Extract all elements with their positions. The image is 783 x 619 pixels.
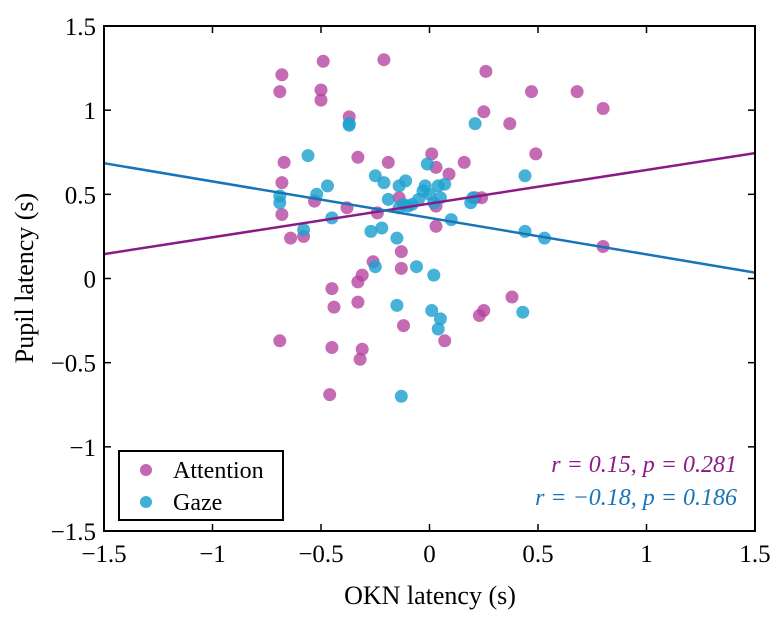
- attention-point-50: [355, 342, 369, 356]
- gaze-point-40: [427, 268, 441, 282]
- attention-point-51: [353, 352, 367, 366]
- gaze-point-8: [321, 179, 334, 193]
- attention-point-10: [525, 85, 538, 99]
- attention-fit-line: [103, 151, 756, 256]
- attention-stat-annotation: r = 0.15, p = 0.281: [551, 452, 737, 478]
- y-tick-label-6: 1: [84, 98, 97, 125]
- attention-point-52: [323, 388, 337, 402]
- x-tick-label-4: 0: [423, 541, 436, 568]
- attention-point-40: [325, 282, 339, 296]
- gaze-point-13: [399, 174, 413, 188]
- gaze-point-10: [377, 176, 391, 190]
- x-tick-label-7: 1.5: [739, 541, 770, 568]
- gaze-point-31: [375, 221, 389, 235]
- gaze-point-39: [410, 260, 423, 274]
- attention-point-41: [327, 300, 341, 314]
- gaze-point-41: [390, 298, 404, 312]
- x-tick-label-3: −0.5: [298, 541, 343, 568]
- attention-point-5: [314, 93, 328, 107]
- attention-point-12: [596, 102, 610, 115]
- attention-point-49: [325, 341, 339, 354]
- attention-point-11: [570, 85, 584, 99]
- gaze-point-42: [425, 304, 439, 317]
- gaze-stat-annotation: r = −0.18, p = 0.186: [535, 485, 737, 511]
- attention-point-39: [351, 275, 365, 289]
- x-tick-label-1: −1.5: [81, 541, 126, 568]
- y-tick-label-4: 0: [84, 267, 97, 294]
- attention-point-35: [394, 245, 408, 259]
- gaze-point-28: [518, 169, 532, 183]
- x-axis-label: OKN latency (s): [344, 581, 516, 610]
- attention-point-43: [397, 319, 410, 333]
- gaze-point-44: [431, 322, 445, 336]
- fit-lines-layer: [103, 151, 756, 274]
- attention-point-23: [275, 208, 289, 221]
- y-tick-label-3: −0.5: [51, 351, 96, 378]
- attention-point-22: [275, 176, 289, 190]
- legend-label-attention: Attention: [173, 458, 264, 484]
- y-tick-label-1: −1.5: [51, 519, 96, 546]
- gaze-point-43: [433, 312, 447, 326]
- legend-label-gaze: Gaze: [173, 490, 222, 516]
- attention-point-42: [351, 295, 365, 309]
- attention-point-15: [277, 155, 291, 169]
- legend-marker-attention: [140, 464, 152, 476]
- legend: Attention Gaze: [118, 450, 284, 521]
- gaze-point-38: [368, 260, 382, 274]
- y-axis-label: Pupil latency (s): [10, 193, 39, 363]
- y-tick-label-5: 0.5: [65, 182, 96, 209]
- y-tick-label-7: 1.5: [65, 14, 96, 41]
- gaze-point-2: [342, 117, 356, 131]
- attention-point-4: [314, 83, 328, 97]
- attention-point-16: [351, 150, 365, 164]
- attention-point-30: [429, 219, 443, 233]
- x-tick-label-6: 1: [640, 541, 653, 568]
- points-layer: [273, 53, 610, 403]
- attention-point-14: [529, 147, 543, 161]
- attention-point-36: [394, 261, 408, 275]
- attention-point-1: [275, 68, 289, 82]
- attention-point-3: [316, 54, 330, 68]
- x-tick-label-2: −1: [199, 541, 226, 568]
- attention-point-2: [273, 85, 287, 99]
- attention-point-20: [457, 155, 471, 169]
- gaze-point-46: [394, 389, 408, 403]
- attention-point-17: [381, 155, 395, 169]
- attention-point-18: [425, 147, 439, 161]
- gaze-point-24: [438, 177, 452, 191]
- x-tick-label-5: 0.5: [522, 541, 553, 568]
- y-tick-label-2: −1: [69, 435, 96, 462]
- attention-point-46: [472, 309, 486, 322]
- ticks-layer: −1.5 −1 −0.5 0 0.5 1 1.5 −1.5 −1 −0.5 0 0.5 1 1.5: [51, 14, 771, 568]
- gaze-point-30: [364, 224, 378, 238]
- attention-point-9: [477, 105, 491, 119]
- attention-point-48: [273, 334, 287, 348]
- gaze-point-3: [468, 117, 482, 131]
- legend-marker-gaze: [140, 496, 152, 508]
- gaze-point-32: [390, 231, 404, 245]
- gaze-point-11: [381, 192, 395, 206]
- attention-point-6: [377, 53, 391, 67]
- attention-point-13: [503, 117, 517, 131]
- attention-point-21: [442, 167, 456, 181]
- legend-box: [118, 450, 284, 521]
- gaze-point-45: [516, 305, 530, 319]
- gaze-point-33: [297, 223, 311, 237]
- gaze-point-6: [273, 196, 287, 210]
- gaze-fit-line: [103, 161, 756, 274]
- gaze-point-19: [420, 157, 434, 171]
- attention-point-47: [505, 290, 519, 304]
- attention-point-24: [284, 231, 298, 245]
- gaze-point-4: [301, 149, 315, 163]
- attention-point-8: [479, 64, 493, 78]
- attention-point-44: [438, 334, 452, 348]
